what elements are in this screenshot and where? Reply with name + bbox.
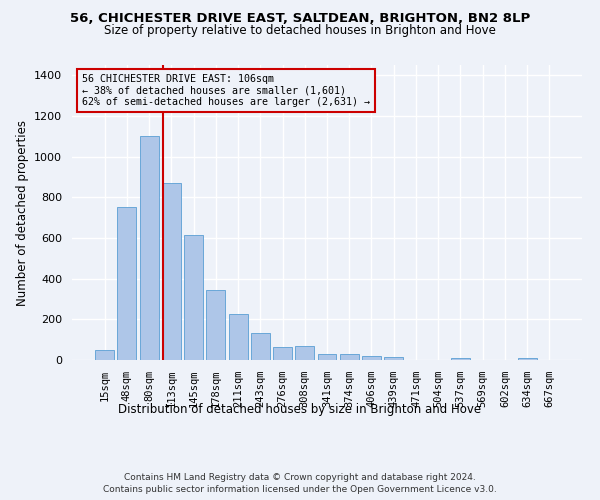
Bar <box>206 290 225 360</box>
Text: Size of property relative to detached houses in Brighton and Hove: Size of property relative to detached ho… <box>104 24 496 37</box>
Bar <box>140 136 158 360</box>
Text: 56 CHICHESTER DRIVE EAST: 106sqm
← 38% of detached houses are smaller (1,601)
62: 56 CHICHESTER DRIVE EAST: 106sqm ← 38% o… <box>82 74 370 107</box>
Bar <box>362 356 381 360</box>
Text: 56, CHICHESTER DRIVE EAST, SALTDEAN, BRIGHTON, BN2 8LP: 56, CHICHESTER DRIVE EAST, SALTDEAN, BRI… <box>70 12 530 26</box>
Bar <box>317 354 337 360</box>
Bar <box>384 358 403 360</box>
Bar <box>251 332 270 360</box>
Bar <box>295 346 314 360</box>
Text: Contains public sector information licensed under the Open Government Licence v3: Contains public sector information licen… <box>103 485 497 494</box>
Bar <box>340 354 359 360</box>
Bar <box>184 235 203 360</box>
Bar <box>95 350 114 360</box>
Bar <box>118 208 136 360</box>
Bar <box>518 358 536 360</box>
Bar <box>229 314 248 360</box>
Text: Contains HM Land Registry data © Crown copyright and database right 2024.: Contains HM Land Registry data © Crown c… <box>124 472 476 482</box>
Bar <box>273 347 292 360</box>
Bar <box>451 358 470 360</box>
Text: Distribution of detached houses by size in Brighton and Hove: Distribution of detached houses by size … <box>118 402 482 415</box>
Y-axis label: Number of detached properties: Number of detached properties <box>16 120 29 306</box>
Bar <box>162 183 181 360</box>
